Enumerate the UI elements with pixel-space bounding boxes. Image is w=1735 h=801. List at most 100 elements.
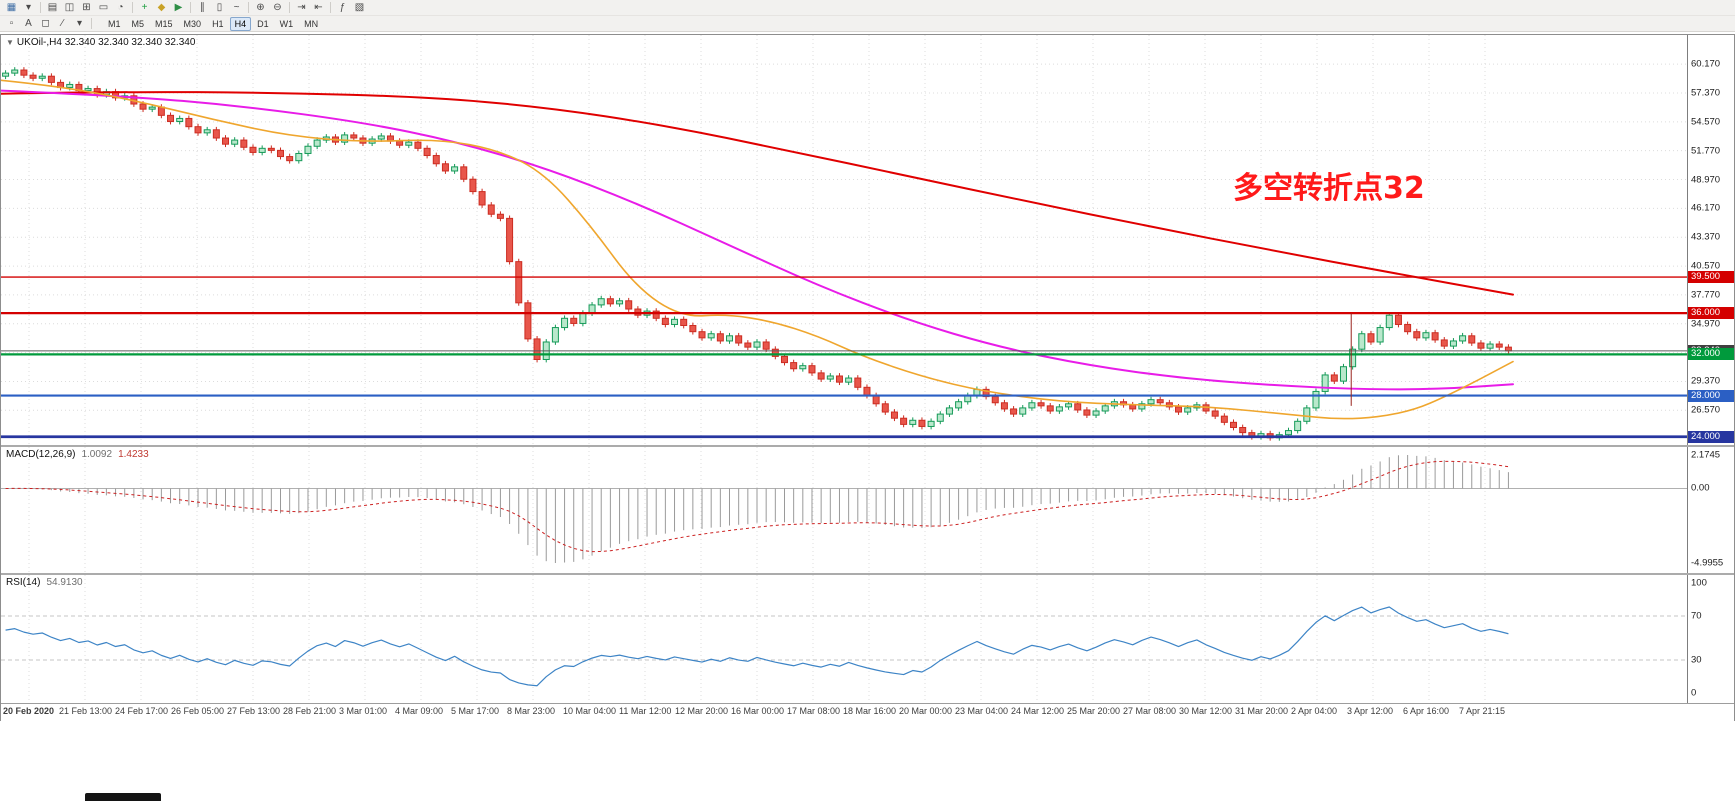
indicators-icon[interactable]: ƒ <box>339 2 346 13</box>
chart-window: ▼ UKOil-,H4 32.340 32.340 32.340 32.340 多… <box>0 34 1735 721</box>
new-chart-icon[interactable]: ▦ <box>6 2 17 13</box>
chart-annotation: 多空转折点32 <box>1233 171 1425 206</box>
toolbar-separator <box>330 2 331 13</box>
timeframe-m15[interactable]: M15 <box>155 18 173 29</box>
chart-title: ▼ UKOil-,H4 32.340 32.340 32.340 32.340 <box>6 37 195 48</box>
axis-label: 100 <box>1691 577 1707 589</box>
price-badge: 28.000 <box>1688 389 1734 402</box>
bar-chart-icon[interactable]: ∥ <box>200 2 205 13</box>
main-price-axis[interactable]: 60.170 57.370 54.570 51.770 48.970 46.170 43.3… <box>1687 35 1734 445</box>
time-label: 10 Mar 04:00 <box>563 706 617 716</box>
toolbar: ▦ ▾ ▤ ◫ ⊞ ▭ ◔ + ◆ ▶ ∥ ▯ ~ ⊕ ⊖ ⇥ ⇤ ƒ ▧ ▫ A ◻ ∕ ▾ M1 M5 M15 M30 H1 H4… <box>0 0 1735 32</box>
timeframe-m30[interactable]: M30 <box>183 18 202 29</box>
candlestick-chart-icon[interactable]: ▯ <box>216 2 223 13</box>
timeframe-h1[interactable]: H1 <box>212 18 224 29</box>
axis-label: 51.770 <box>1691 145 1721 157</box>
time-label: 21 Feb 13:00 <box>59 706 113 716</box>
timeframe-m5[interactable]: M5 <box>131 18 145 29</box>
metaeditor-icon[interactable]: ◆ <box>157 2 166 13</box>
rsi-axis[interactable]: 100 70 30 0 <box>1687 575 1734 703</box>
terminal-icon[interactable]: ▭ <box>98 2 109 13</box>
time-label: 11 Mar 12:00 <box>619 706 672 716</box>
zoom-in-icon[interactable]: ⊕ <box>256 2 265 13</box>
templates-icon[interactable]: ▧ <box>354 2 365 13</box>
main-chart-canvas[interactable] <box>1 35 1687 445</box>
macd-panel[interactable]: MACD(12,26,9) 1.0092 1.4233 2.1745 0.00 -4.9… <box>1 447 1734 573</box>
toolbar-row-1: ▦ ▾ ▤ ◫ ⊞ ▭ ◔ + ◆ ▶ ∥ ▯ ~ ⊕ ⊖ ⇥ ⇤ ƒ ▧ <box>0 0 1735 15</box>
time-label: 18 Mar 16:00 <box>843 706 897 716</box>
timeframe-mn[interactable]: MN <box>304 18 319 29</box>
chart-shift-icon[interactable]: ⇤ <box>314 2 323 13</box>
rsi-canvas[interactable] <box>1 575 1687 703</box>
time-label: 17 Mar 08:00 <box>787 706 841 716</box>
price-badge: 24.000 <box>1688 430 1734 443</box>
main-chart-panel[interactable]: ▼ UKOil-,H4 32.340 32.340 32.340 32.340 多… <box>1 35 1734 445</box>
time-label: 31 Mar 20:00 <box>1235 706 1289 716</box>
macd-axis[interactable]: 2.1745 0.00 -4.9955 <box>1687 447 1734 573</box>
toolbar-separator <box>248 2 249 13</box>
zoom-out-icon[interactable]: ⊖ <box>273 2 282 13</box>
price-badge: 36.000 <box>1688 307 1734 320</box>
rsi-header: RSI(14) 54.9130 <box>6 577 83 588</box>
time-label: 3 Apr 12:00 <box>1347 706 1394 716</box>
timeframe-w1[interactable]: W1 <box>279 18 294 29</box>
chart-dropdown-icon[interactable]: ▾ <box>25 2 32 13</box>
new-order-icon[interactable]: + <box>141 2 148 13</box>
rsi-label: RSI(14) <box>6 577 41 588</box>
price-badge: 39.500 <box>1688 271 1734 284</box>
toolbar-row-2: ▫ A ◻ ∕ ▾ M1 M5 M15 M30 H1 H4 D1 W1 MN <box>0 15 1735 31</box>
macd-label: MACD(12,26,9) <box>6 449 76 460</box>
time-label: 16 Mar 00:00 <box>731 706 785 716</box>
axis-label: 26.570 <box>1691 404 1721 416</box>
time-label: 5 Mar 17:00 <box>451 706 500 716</box>
axis-label: 29.370 <box>1691 375 1721 387</box>
axis-label: 0 <box>1691 687 1697 699</box>
panel-separator[interactable] <box>1 445 1734 447</box>
toolbar-separator <box>190 2 191 13</box>
time-label: 7 Apr 21:15 <box>1459 706 1506 716</box>
axis-label: 34.970 <box>1691 318 1721 330</box>
mid-ma-magenta <box>1 89 1514 391</box>
strategy-tester-icon[interactable]: ◔ <box>117 2 124 13</box>
time-label: 24 Feb 17:00 <box>115 706 169 716</box>
timeframe-d1[interactable]: D1 <box>257 18 269 29</box>
time-label: 28 Feb 21:00 <box>283 706 337 716</box>
axis-label: 37.770 <box>1691 289 1721 301</box>
time-label: 30 Mar 12:00 <box>1179 706 1233 716</box>
macd-header: MACD(12,26,9) 1.0092 1.4233 <box>6 449 149 460</box>
time-label: 12 Mar 20:00 <box>675 706 729 716</box>
data-window-icon[interactable]: ◫ <box>64 2 75 13</box>
shapes-tool-icon[interactable]: ◻ <box>41 18 50 29</box>
macd-canvas[interactable] <box>1 447 1687 573</box>
axis-label: 40.570 <box>1691 260 1721 272</box>
timeframe-h4[interactable]: H4 <box>229 16 252 31</box>
rsi-panel[interactable]: RSI(14) 54.9130 100 70 30 0 <box>1 575 1734 703</box>
timeframe-m1[interactable]: M1 <box>108 18 121 29</box>
bottom-strip <box>0 721 1735 801</box>
line-chart-icon[interactable]: ~ <box>233 2 240 13</box>
time-label: 24 Mar 12:00 <box>1011 706 1065 716</box>
toolbar-separator <box>40 2 41 13</box>
cursor-tool-icon[interactable]: ▫ <box>9 18 14 29</box>
axis-label: -4.9955 <box>1691 557 1724 569</box>
navigator-icon[interactable]: ⊞ <box>82 2 91 13</box>
text-tool-icon[interactable]: A <box>25 18 32 29</box>
time-axis[interactable]: 20 Feb 2020 21 Feb 13:00 24 Feb 17:00 26 Fe… <box>1 703 1734 721</box>
draw-tool-icon[interactable]: ∕ <box>61 18 64 29</box>
draw-dropdown-icon[interactable]: ▾ <box>76 18 83 29</box>
axis-label: 70 <box>1691 610 1702 622</box>
macd-value-signal: 1.4233 <box>118 449 149 460</box>
price-badge: 32.000 <box>1688 348 1734 361</box>
rsi-value: 54.9130 <box>46 577 83 588</box>
panel-separator[interactable] <box>1 573 1734 575</box>
autotrading-icon[interactable]: ▶ <box>174 2 183 13</box>
axis-label: 57.370 <box>1691 87 1721 99</box>
fast-ma-orange <box>1 79 1514 420</box>
time-label: 20 Mar 00:00 <box>899 706 953 716</box>
auto-scroll-icon[interactable]: ⇥ <box>297 2 306 13</box>
axis-label: 2.1745 <box>1691 449 1721 461</box>
time-label: 25 Mar 20:00 <box>1067 706 1121 716</box>
market-watch-icon[interactable]: ▤ <box>47 2 58 13</box>
time-label: 6 Apr 16:00 <box>1403 706 1450 716</box>
collapse-icon[interactable]: ▼ <box>6 38 14 47</box>
